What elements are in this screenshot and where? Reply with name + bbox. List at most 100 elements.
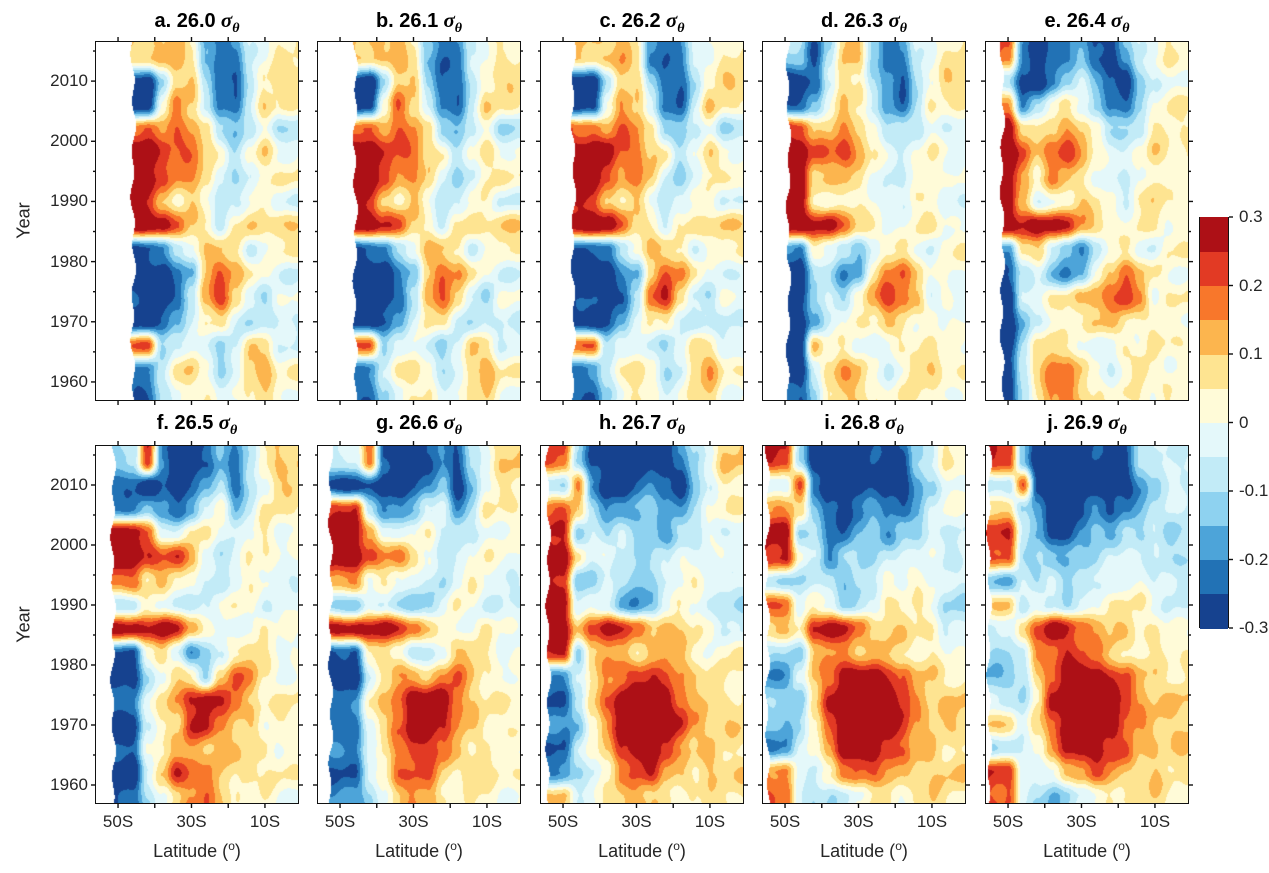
y-axis-tick-label: 1990 (50, 191, 88, 211)
sigma-symbol: σ (661, 410, 678, 434)
sigma-symbol: σ (660, 8, 678, 32)
theta-subscript: θ (1119, 423, 1127, 438)
panel-e-heatmap (986, 42, 1188, 400)
panel-title-text: f. 26.5 (156, 412, 214, 434)
y-axis-tick-label: 2010 (50, 475, 88, 494)
panel-title-text: c. 26.2 (599, 10, 661, 32)
x-axis-tick-label: 10S (249, 812, 281, 831)
y-axis-tick-label: 1980 (50, 251, 88, 271)
theta-subscript: θ (230, 423, 238, 438)
degree-superscript: o (228, 839, 235, 853)
x-axis-label: Latitude (o) (96, 839, 298, 862)
panel-j-heatmap (986, 446, 1188, 803)
panel-f-title: f. 26.5 σθ (96, 410, 298, 439)
x-axis-label-text: ) (679, 841, 686, 861)
y-axis-label: Year (13, 202, 34, 239)
x-axis-tick-label: 50S (769, 812, 801, 831)
colorbar-band-0 (1200, 593, 1228, 629)
panel-title-text: i. 26.8 (824, 412, 880, 434)
panel-title-text: d. 26.3 (820, 10, 884, 32)
panel-title-text: h. 26.7 (598, 412, 662, 434)
panel-c-title: c. 26.2 σθ (541, 8, 743, 37)
panel-i-title: i. 26.8 σθ (763, 410, 965, 439)
x-axis-label-text: Latitude ( (153, 841, 229, 861)
x-axis-tick-label: 10S (916, 812, 948, 831)
y-axis-label: Year (13, 605, 34, 643)
colorbar-tick-label: 0.1 (1239, 344, 1263, 363)
colorbar-band-5 (1200, 422, 1228, 458)
panel-title-text: a. 26.0 (154, 10, 216, 32)
x-axis-label-text: Latitude ( (820, 841, 896, 861)
panel-a-plot (95, 41, 299, 401)
x-axis-tick-label: 30S (621, 812, 652, 831)
colorbar-band-9 (1200, 285, 1228, 321)
panel-title-text: b. 26.1 (375, 10, 439, 32)
y-axis-tick-label: 1970 (50, 311, 88, 331)
x-axis-label: Latitude (o) (541, 839, 743, 862)
panel-d-title: d. 26.3 σθ (763, 8, 965, 37)
y-axis-tick-label: 1980 (50, 655, 88, 674)
colorbar-tick-label: -0.2 (1239, 549, 1269, 569)
x-axis-label: Latitude (o) (986, 839, 1188, 862)
degree-superscript: o (673, 839, 680, 853)
theta-subscript: θ (677, 21, 685, 36)
sigma-symbol: σ (213, 410, 230, 434)
x-axis-tick-label: 10S (694, 812, 726, 831)
panel-i-plot (762, 445, 966, 804)
panel-d-plot (762, 41, 966, 401)
panel-d-heatmap (763, 42, 965, 400)
theta-subscript: θ (896, 423, 904, 438)
x-axis-label-text: ) (901, 841, 908, 861)
colorbar-tick-label: 0.3 (1239, 207, 1263, 226)
sigma-symbol: σ (438, 410, 455, 434)
theta-subscript: θ (1122, 21, 1130, 36)
theta-subscript: θ (454, 423, 463, 438)
colorbar-tick-label: 0.2 (1239, 275, 1263, 295)
colorbar-band-1 (1200, 559, 1228, 595)
panel-c-plot (540, 41, 744, 401)
degree-superscript: o (895, 839, 902, 853)
x-axis-tick-label: 30S (398, 812, 429, 831)
colorbar-band-7 (1200, 354, 1228, 389)
x-axis-tick-label: 50S (324, 812, 356, 831)
panel-f-plot (95, 445, 299, 804)
colorbar-band-8 (1200, 319, 1228, 355)
panel-title-text: j. 26.9 (1047, 412, 1103, 434)
panel-g-title: g. 26.6 σθ (318, 410, 520, 439)
y-axis-tick-label: 1970 (50, 715, 88, 734)
colorbar-tick-label: 0 (1239, 412, 1249, 432)
x-axis-tick-label: 30S (176, 812, 207, 831)
sigma-symbol: σ (1105, 8, 1123, 32)
panel-h-heatmap (541, 446, 743, 803)
x-axis-label-text: ) (1124, 841, 1131, 861)
panel-e-plot (985, 41, 1189, 401)
panel-title-text: g. 26.6 (375, 412, 439, 434)
theta-subscript: θ (899, 21, 908, 36)
y-axis-tick-label: 2010 (50, 71, 88, 91)
x-axis-tick-label: 30S (843, 812, 874, 831)
colorbar (1199, 217, 1229, 629)
panel-b-plot (317, 41, 521, 401)
colorbar-band-10 (1200, 251, 1228, 286)
panel-a-title: a. 26.0 σθ (96, 8, 298, 37)
y-axis-tick-label: 1960 (50, 371, 88, 391)
degree-superscript: o (1118, 839, 1125, 853)
panel-f-heatmap (96, 446, 298, 803)
x-axis-label-text: Latitude ( (375, 841, 451, 861)
panel-g-heatmap (318, 446, 520, 803)
x-axis-tick-label: 50S (992, 812, 1024, 831)
theta-subscript: θ (677, 423, 686, 438)
panel-g-plot (317, 445, 521, 804)
sigma-symbol: σ (1102, 410, 1120, 434)
colorbar-band-11 (1200, 217, 1228, 252)
theta-subscript: θ (454, 21, 463, 36)
x-axis-tick-label: 50S (547, 812, 579, 831)
x-axis-tick-label: 10S (471, 812, 503, 831)
panel-a-heatmap (96, 42, 298, 400)
sigma-symbol: σ (215, 8, 233, 32)
panel-c-heatmap (541, 42, 743, 400)
panel-i-heatmap (763, 446, 965, 803)
panel-h-plot (540, 445, 744, 804)
colorbar-band-6 (1200, 388, 1228, 423)
